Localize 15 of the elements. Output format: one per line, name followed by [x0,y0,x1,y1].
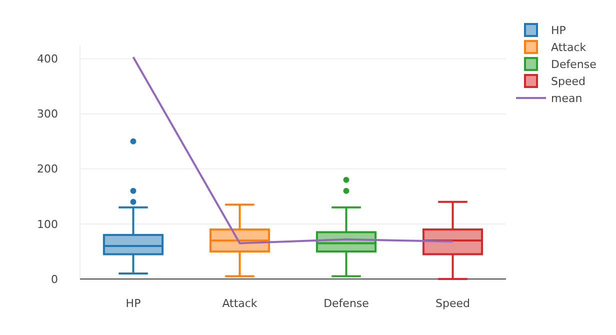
y-tick-label: 400 [37,52,58,66]
y-tick-label: 300 [37,108,58,121]
y-tick-label: 0 [51,272,58,286]
line-series [132,56,454,244]
legend-label: mean [551,92,582,105]
legend-label: Speed [551,74,586,88]
legend-label: HP [551,24,566,37]
legend-label: Attack [551,40,587,54]
x-tick-label: Defense [324,297,370,310]
y-tick-label: 100 [37,218,58,231]
x-tick-label: HP [126,297,142,310]
legend-label: Defense [551,58,597,71]
y-tick-label: 200 [37,162,58,176]
x-tick-label: Attack [222,297,258,310]
x-tick-label: Speed [436,297,470,310]
